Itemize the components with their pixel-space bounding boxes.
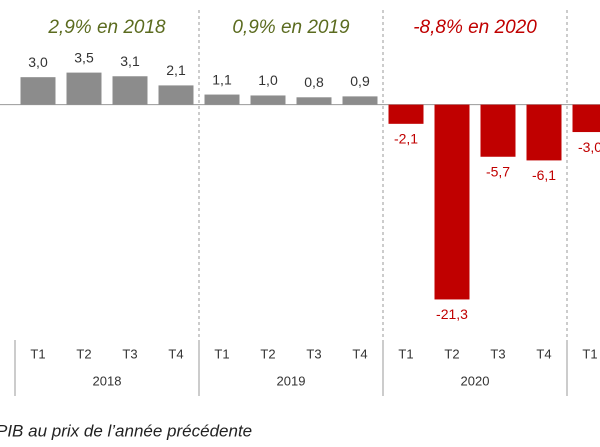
value-label: 0,9 bbox=[350, 73, 370, 89]
x-tick-label: T3 bbox=[490, 346, 505, 361]
x-tick-label: T4 bbox=[168, 346, 183, 361]
x-tick-label: T1 bbox=[398, 346, 413, 361]
footnote: PIB au prix de l’année précédente bbox=[0, 421, 252, 440]
x-tick-label: T4 bbox=[536, 346, 551, 361]
value-label: 0,8 bbox=[304, 74, 324, 90]
year-label: 2018 bbox=[93, 373, 122, 388]
bar bbox=[434, 104, 470, 300]
x-tick-label: T4 bbox=[352, 346, 367, 361]
bar bbox=[296, 97, 332, 105]
bar bbox=[204, 94, 240, 105]
x-tick-label: T3 bbox=[306, 346, 321, 361]
value-label: -6,1 bbox=[532, 167, 556, 183]
bar bbox=[480, 104, 516, 157]
value-label: -21,3 bbox=[436, 306, 468, 322]
value-label: 1,0 bbox=[258, 72, 278, 88]
value-label: -5,7 bbox=[486, 163, 510, 179]
bar bbox=[20, 77, 56, 105]
value-label: 2,1 bbox=[166, 62, 186, 78]
bar bbox=[572, 104, 600, 133]
value-label: -2,1 bbox=[394, 131, 418, 147]
x-tick-label: T2 bbox=[260, 346, 275, 361]
value-label: -3,0 bbox=[578, 139, 600, 155]
x-tick-label: T1 bbox=[582, 346, 597, 361]
x-tick-label: T3 bbox=[122, 346, 137, 361]
year-annotation: -8,8% en 2020 bbox=[413, 17, 537, 38]
x-tick-label: T1 bbox=[30, 346, 45, 361]
x-tick-label: T2 bbox=[76, 346, 91, 361]
x-tick-label: T1 bbox=[214, 346, 229, 361]
year-annotation: 0,9% en 2019 bbox=[232, 17, 350, 38]
x-tick-label: T2 bbox=[444, 346, 459, 361]
bar bbox=[388, 104, 424, 124]
year-annotation: 2,9% en 2018 bbox=[47, 17, 166, 38]
value-label: 3,5 bbox=[74, 49, 94, 65]
bar bbox=[66, 72, 102, 105]
bar bbox=[526, 104, 562, 161]
bar bbox=[342, 96, 378, 105]
year-label: 2019 bbox=[277, 373, 306, 388]
bar bbox=[250, 95, 286, 105]
year-label: 2020 bbox=[461, 373, 490, 388]
bar bbox=[158, 85, 194, 105]
value-label: 3,1 bbox=[120, 53, 140, 69]
value-label: 3,0 bbox=[28, 54, 48, 70]
bar bbox=[112, 76, 148, 105]
value-label: 1,1 bbox=[212, 71, 232, 87]
